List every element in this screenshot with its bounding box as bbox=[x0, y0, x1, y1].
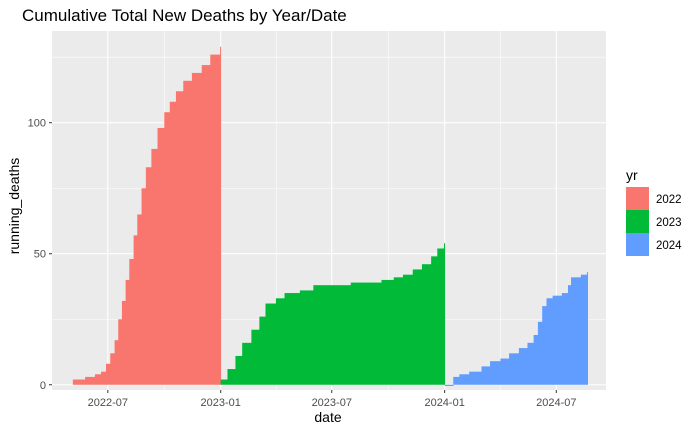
area-point bbox=[444, 243, 446, 385]
legend-label-2024: 2024 bbox=[656, 240, 682, 252]
area-point bbox=[402, 274, 414, 385]
area-point bbox=[259, 316, 266, 385]
area-point bbox=[586, 272, 588, 385]
chart-title: Cumulative Total New Deaths by Year/Date bbox=[22, 6, 347, 25]
area-point bbox=[151, 148, 158, 385]
area-point bbox=[490, 361, 501, 385]
legend-key-2024 bbox=[626, 233, 649, 256]
area-point bbox=[114, 340, 119, 385]
area-point bbox=[242, 342, 252, 385]
area-point bbox=[533, 334, 539, 385]
area-point bbox=[169, 101, 177, 385]
area-point bbox=[284, 293, 301, 385]
x-tick-label: 2022-07 bbox=[88, 397, 128, 409]
area-point bbox=[101, 371, 107, 385]
area-point bbox=[275, 298, 285, 385]
area-point bbox=[313, 285, 333, 385]
x-tick-label: 2024-01 bbox=[424, 397, 464, 409]
area-point bbox=[518, 348, 528, 385]
area-point bbox=[227, 369, 236, 385]
y-tick-label: 0 bbox=[40, 380, 46, 392]
x-tick-label: 2023-01 bbox=[201, 397, 241, 409]
series-2022 bbox=[72, 46, 222, 385]
area-point bbox=[469, 371, 482, 385]
area-point bbox=[369, 282, 382, 385]
area-point bbox=[412, 269, 423, 385]
area-point bbox=[145, 167, 152, 385]
area-point bbox=[175, 91, 184, 385]
series-2023 bbox=[220, 243, 446, 385]
area-point bbox=[431, 256, 438, 385]
area-point bbox=[561, 293, 569, 385]
area-point bbox=[393, 277, 404, 385]
area-point bbox=[453, 376, 460, 385]
area-point bbox=[133, 235, 138, 385]
legend-label-2022: 2022 bbox=[656, 194, 682, 206]
area-point bbox=[546, 298, 554, 385]
area-point bbox=[183, 80, 193, 385]
area-point bbox=[118, 319, 123, 385]
area-point bbox=[129, 258, 134, 385]
area-point bbox=[105, 363, 111, 385]
area-point bbox=[265, 303, 277, 385]
area-point bbox=[542, 306, 547, 385]
area-point bbox=[509, 353, 520, 385]
area-point bbox=[421, 264, 432, 385]
area-point bbox=[141, 188, 147, 385]
area-point bbox=[331, 285, 352, 385]
y-axis-title: running_deaths bbox=[6, 158, 22, 255]
area-point bbox=[235, 355, 243, 385]
legend-title: yr bbox=[626, 167, 638, 183]
y-tick-label: 100 bbox=[28, 118, 46, 130]
series-2024 bbox=[444, 272, 588, 386]
x-axis-title: date bbox=[314, 409, 341, 425]
area-point bbox=[72, 379, 86, 385]
area-point bbox=[580, 274, 588, 385]
area-point bbox=[567, 285, 572, 385]
legend-key-2022 bbox=[626, 187, 649, 210]
area-point bbox=[220, 379, 228, 385]
y-axis: 0 50 100 bbox=[28, 118, 52, 392]
area-point bbox=[251, 329, 260, 385]
area-point bbox=[444, 384, 454, 386]
area-point bbox=[85, 376, 96, 385]
legend-key-2023 bbox=[626, 210, 649, 233]
area-point bbox=[527, 342, 535, 385]
area-point bbox=[459, 374, 470, 385]
area-point bbox=[437, 248, 445, 385]
legend: yr 2022 2023 2024 bbox=[626, 167, 682, 256]
area-point bbox=[164, 112, 171, 385]
x-tick-label: 2023-07 bbox=[312, 397, 352, 409]
y-tick-label: 50 bbox=[34, 249, 46, 261]
plot-panel bbox=[52, 31, 606, 390]
area-point bbox=[552, 295, 563, 385]
area-point bbox=[299, 290, 314, 385]
area-point bbox=[500, 358, 510, 385]
area-point bbox=[201, 65, 211, 385]
area-point bbox=[125, 279, 130, 385]
legend-label-2023: 2023 bbox=[656, 217, 682, 229]
x-axis: 2022-07 2023-01 2023-07 2024-01 2024-07 bbox=[88, 390, 576, 409]
area-point bbox=[537, 321, 543, 385]
area-point bbox=[481, 366, 491, 385]
area-point bbox=[157, 127, 165, 385]
area-point bbox=[191, 72, 203, 385]
x-tick-label: 2024-07 bbox=[536, 397, 576, 409]
area-point bbox=[121, 300, 127, 385]
area-point bbox=[220, 46, 222, 385]
area-point bbox=[210, 54, 221, 385]
area-point bbox=[381, 279, 395, 385]
area-point bbox=[137, 214, 142, 385]
area-point bbox=[110, 353, 115, 385]
area-point bbox=[571, 277, 582, 385]
area-point bbox=[350, 282, 371, 385]
area-point bbox=[94, 374, 102, 385]
